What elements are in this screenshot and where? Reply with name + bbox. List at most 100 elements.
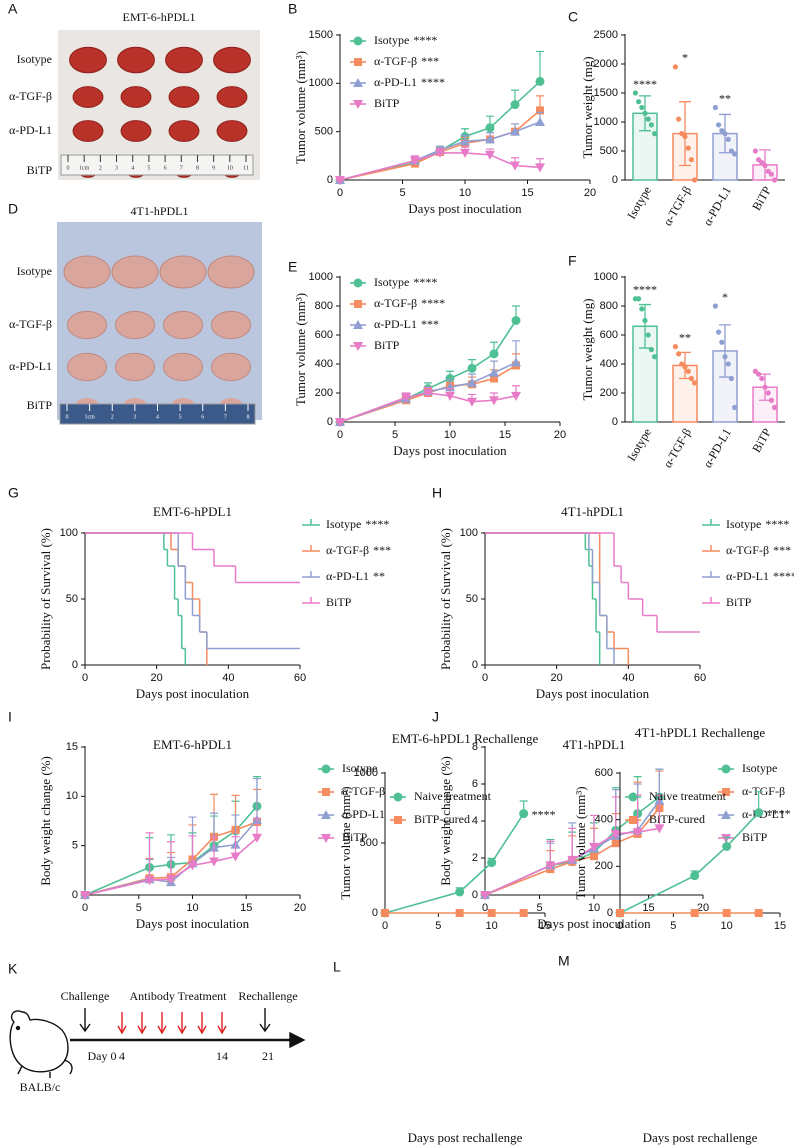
y-tick-label: 100 [460, 527, 478, 539]
row-label: α-PD-L1 [9, 123, 52, 137]
x-tick-label: 15 [499, 429, 511, 441]
ruler-label: 7 [224, 414, 227, 420]
x-axis-label: Days post inoculation [408, 201, 522, 216]
x-tick-label: 5 [399, 187, 405, 199]
data-point [725, 361, 731, 367]
error-bar [719, 324, 731, 378]
marker [590, 852, 598, 861]
y-axis-label: Tumor volume (mm³) [293, 293, 308, 406]
x-tick-label: 10 [721, 920, 733, 932]
ruler-label: 1cm [79, 165, 90, 171]
x-tick-label: 5 [435, 920, 441, 932]
row-label: BiTP [27, 398, 53, 412]
marker [511, 357, 521, 367]
x-axis-label: Days post rechallenge [408, 1130, 523, 1145]
x-tick-label: α-TGF-β [660, 184, 694, 228]
data-point [672, 64, 679, 70]
ruler [60, 154, 254, 176]
legend-significance: *** [373, 543, 391, 557]
y-tick-label: 500 [360, 837, 378, 849]
x-tick-label: 10 [588, 902, 600, 914]
significance: * [682, 51, 688, 65]
marker [485, 123, 495, 133]
error-bar [188, 835, 197, 866]
data-point [642, 317, 648, 324]
panel-letter: C [568, 9, 578, 25]
tumor [72, 86, 104, 108]
marker [467, 363, 477, 373]
chart-title: 4T1-hPDL1 [563, 737, 626, 752]
legend-label: Isotype [342, 761, 377, 775]
y-tick-label: 1500 [309, 29, 333, 41]
error-bar [253, 777, 261, 821]
legend-significance: *** [421, 54, 439, 68]
data-point [732, 404, 738, 411]
chart-title: EMT-6-hPDL1 Rechallenge [392, 731, 539, 746]
legend-significance: *** [421, 317, 439, 331]
marker [754, 808, 764, 818]
data-point [716, 329, 722, 335]
row-label: α-TGF-β [9, 317, 52, 331]
x-axis-label: Days post inoculation [393, 443, 507, 458]
legend-marker [721, 764, 731, 774]
marker [567, 855, 578, 865]
error-bar [568, 827, 577, 860]
legend-marker [322, 788, 330, 796]
y-tick-label: 800 [600, 300, 618, 312]
marker [445, 391, 455, 401]
marker [335, 176, 345, 185]
y-tick-label: 600 [600, 329, 618, 341]
y-tick-label: 500 [315, 126, 333, 138]
y-axis-label: Tumor volume (mm³) [573, 786, 588, 899]
legend-label: α-PD-L1 [326, 569, 369, 583]
tumor [168, 120, 200, 142]
marker [489, 367, 499, 377]
y-tick-label: 0 [72, 889, 78, 901]
data-point [725, 136, 731, 142]
row-label: Isotype [17, 264, 52, 278]
y-tick-label: 800 [315, 300, 333, 312]
marker [616, 909, 624, 917]
ruler-label: 4 [156, 414, 159, 420]
data-point [756, 371, 762, 377]
marker [489, 396, 499, 406]
legend-label: α-PD-L1 [374, 317, 417, 331]
x-tick-label: 0 [82, 902, 88, 914]
marker [445, 374, 455, 383]
legend-significance: **** [421, 296, 445, 310]
y-tick-label: 8 [472, 741, 478, 753]
legend-marker [354, 58, 362, 66]
y-tick-label: 0 [472, 889, 478, 901]
x-tick-label: 5 [670, 920, 676, 932]
legend-marker [353, 320, 363, 329]
y-tick-label: 600 [595, 767, 613, 779]
marker [722, 909, 731, 917]
y-tick-label: 0 [372, 907, 378, 919]
data-point [648, 122, 655, 128]
marker [460, 148, 470, 158]
legend-label: BiTP-cured [414, 812, 470, 826]
chart-title: 4T1-hPDL1 [561, 504, 624, 519]
row-label: α-PD-L1 [9, 359, 52, 373]
panel-letter: K [8, 961, 18, 977]
ruler-label: 2 [111, 414, 114, 420]
y-tick-label: 0 [327, 174, 333, 186]
legend-label: α-TGF-β [726, 543, 769, 557]
timeline-arrowhead [289, 1031, 306, 1049]
legend-marker [321, 810, 331, 819]
x-tick-label: α-TGF-β [660, 426, 694, 470]
data-point [685, 145, 691, 151]
y-tick-label: 5 [72, 840, 78, 852]
tumor [216, 86, 248, 108]
marker [754, 909, 763, 917]
x-tick-label: 20 [554, 429, 566, 441]
significance: ** [679, 330, 691, 344]
x-tick-label: 15 [240, 902, 252, 914]
series-line [619, 812, 760, 914]
ruler-label: 9 [212, 165, 215, 171]
data-point [688, 157, 695, 163]
data-point [692, 380, 698, 386]
legend-marker [721, 810, 731, 819]
data-point [685, 368, 691, 374]
data-point [639, 104, 645, 111]
